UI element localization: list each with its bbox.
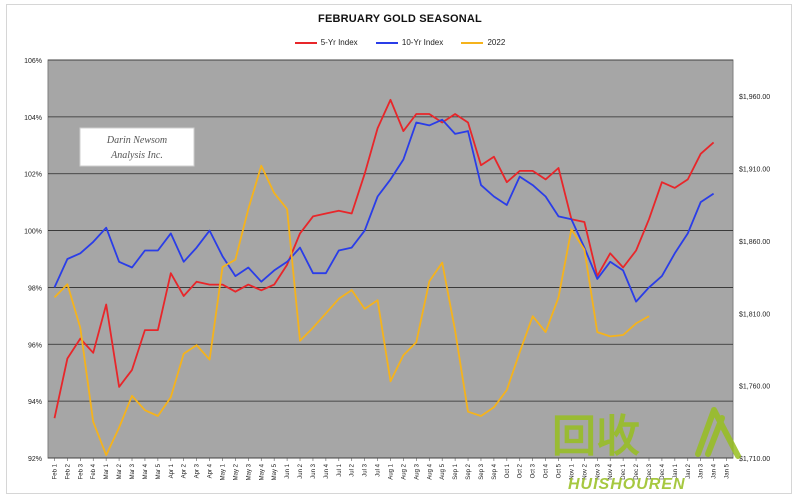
x-tick-label: Apr 4 <box>208 463 214 478</box>
x-tick-label: Jul 2 <box>350 463 356 476</box>
x-tick-label: Nov 2 <box>582 463 588 479</box>
x-tick-label: Apr 2 <box>182 463 188 478</box>
y-right-tick-label: $1,960.00 <box>739 94 770 101</box>
x-tick-label: Oct 2 <box>518 463 524 478</box>
x-tick-label: Aug 2 <box>401 463 407 479</box>
y-left-tick-label: 98% <box>28 285 42 292</box>
x-tick-label: Oct 5 <box>557 463 563 478</box>
series-line-1 <box>53 118 715 303</box>
legend-item-5yr: 5-Yr Index <box>294 38 358 48</box>
x-axis: Feb 1 Feb 2 Feb 3 Feb 4 Mar 1 Mar 2 Mar 3 Mar 4… <box>52 458 731 480</box>
x-tick-label: May 5 <box>272 463 278 480</box>
y-right-tick-label: $1,910.00 <box>739 167 770 174</box>
x-tick-label: Mar 3 <box>130 463 136 479</box>
x-tick-label: Nov 4 <box>608 463 614 479</box>
y-left-tick-label: 100% <box>24 229 42 236</box>
x-tick-label: Jul 1 <box>337 463 343 476</box>
x-tick-label: Feb 4 <box>91 463 97 479</box>
x-tick-label: Feb 2 <box>65 463 71 479</box>
y-axis-left: 92% 94% 96% 98% 100% 102% 104% 106% <box>24 58 42 463</box>
logo-line1: Darin Newsom <box>106 135 167 146</box>
x-tick-label: Sep 2 <box>466 463 472 479</box>
legend-swatch-10yr <box>375 42 398 45</box>
x-tick-label: Nov 3 <box>595 463 601 479</box>
x-tick-label: Jun 4 <box>324 463 330 478</box>
legend-item-10yr: 10-Yr Index <box>375 38 444 48</box>
y-left-tick-label: 102% <box>24 172 42 179</box>
x-tick-label: Apr 3 <box>195 463 201 478</box>
x-tick-label: May 2 <box>233 463 239 480</box>
x-tick-label: Feb 1 <box>52 463 58 479</box>
x-tick-label: Aug 1 <box>389 463 395 479</box>
x-tick-label: Dec 1 <box>621 463 627 479</box>
y-left-tick-label: 94% <box>28 399 42 406</box>
legend-swatch-5yr <box>294 42 317 45</box>
legend-swatch-2022 <box>461 42 484 45</box>
x-tick-label: May 4 <box>259 463 265 480</box>
x-tick-label: Jan 1 <box>673 463 679 478</box>
x-tick-label: Jan 2 <box>686 463 692 478</box>
x-tick-label: Jan 3 <box>699 463 705 478</box>
chart-title: FEBRUARY GOLD SEASONAL <box>318 13 482 25</box>
x-tick-label: Jul 3 <box>363 463 369 476</box>
x-tick-label: May 3 <box>246 463 252 480</box>
x-tick-label: Aug 3 <box>414 463 420 479</box>
x-tick-label: Oct 4 <box>544 463 550 478</box>
logo-line2: Analysis Inc. <box>110 150 163 161</box>
x-tick-label: Jun 1 <box>285 463 291 478</box>
x-tick-label: Sep 1 <box>453 463 459 479</box>
x-tick-label: Oct 1 <box>505 463 511 478</box>
x-tick-label: Sep 4 <box>492 463 498 479</box>
chart-legend: 5-Yr Index 10-Yr Index 2022 <box>0 38 800 47</box>
series-line-0 <box>53 98 715 419</box>
x-tick-label: Aug 4 <box>427 463 433 479</box>
y-left-tick-label: 106% <box>24 58 42 65</box>
x-tick-label: Oct 3 <box>531 463 537 478</box>
watermark-logo-mark <box>695 407 741 459</box>
x-tick-label: Jun 3 <box>311 463 317 478</box>
legend-label-5yr: 5-Yr Index <box>320 38 358 48</box>
plot-area <box>47 59 734 459</box>
x-tick-label: Feb 3 <box>78 463 84 479</box>
x-tick-label: Dec 2 <box>634 463 640 479</box>
x-tick-label: Sep 3 <box>479 463 485 479</box>
logo-box: Darin Newsom Analysis Inc. <box>79 127 195 167</box>
y-right-tick-label: $1,760.00 <box>739 384 770 391</box>
x-tick-label: Mar 5 <box>156 463 162 479</box>
x-tick-label: Mar 1 <box>104 463 110 479</box>
x-tick-label: Aug 5 <box>440 463 446 479</box>
x-tick-label: Jan 4 <box>712 463 718 478</box>
x-tick-label: Mar 4 <box>143 463 149 479</box>
watermark-figure-icon <box>695 407 741 459</box>
y-left-tick-label: 96% <box>28 342 42 349</box>
series-line-2 <box>53 164 650 456</box>
x-tick-label: Dec 3 <box>647 463 653 479</box>
x-tick-label: Nov 1 <box>569 463 575 479</box>
x-tick-label: Mar 2 <box>117 463 123 479</box>
y-left-tick-label: 104% <box>24 115 42 122</box>
x-tick-label: May 1 <box>220 463 226 480</box>
legend-label-2022: 2022 <box>487 38 506 48</box>
x-tick-label: Jun 2 <box>298 463 304 478</box>
y-right-tick-label: $1,860.00 <box>739 239 770 246</box>
logo-box-bg <box>79 127 195 167</box>
y-right-tick-label: $1,710.00 <box>739 456 770 463</box>
x-tick-label: Dec 4 <box>660 463 666 479</box>
legend-item-2022: 2022 <box>461 38 505 47</box>
y-left-tick-label: 92% <box>28 456 42 463</box>
watermark-glyphs: 回收 <box>552 411 640 462</box>
y-axis-right: $1,710.00 $1,760.00 $1,810.00 $1,860.00 $1,9… <box>739 94 770 463</box>
x-tick-label: Jul 4 <box>376 463 382 476</box>
watermark-text: HUISHOUREN <box>568 476 686 493</box>
x-tick-label: Jan 5 <box>725 463 731 478</box>
series-lines <box>53 98 715 456</box>
x-tick-label: Apr 1 <box>169 463 175 478</box>
y-right-tick-label: $1,810.00 <box>739 311 770 318</box>
legend-label-10yr: 10-Yr Index <box>401 38 444 48</box>
